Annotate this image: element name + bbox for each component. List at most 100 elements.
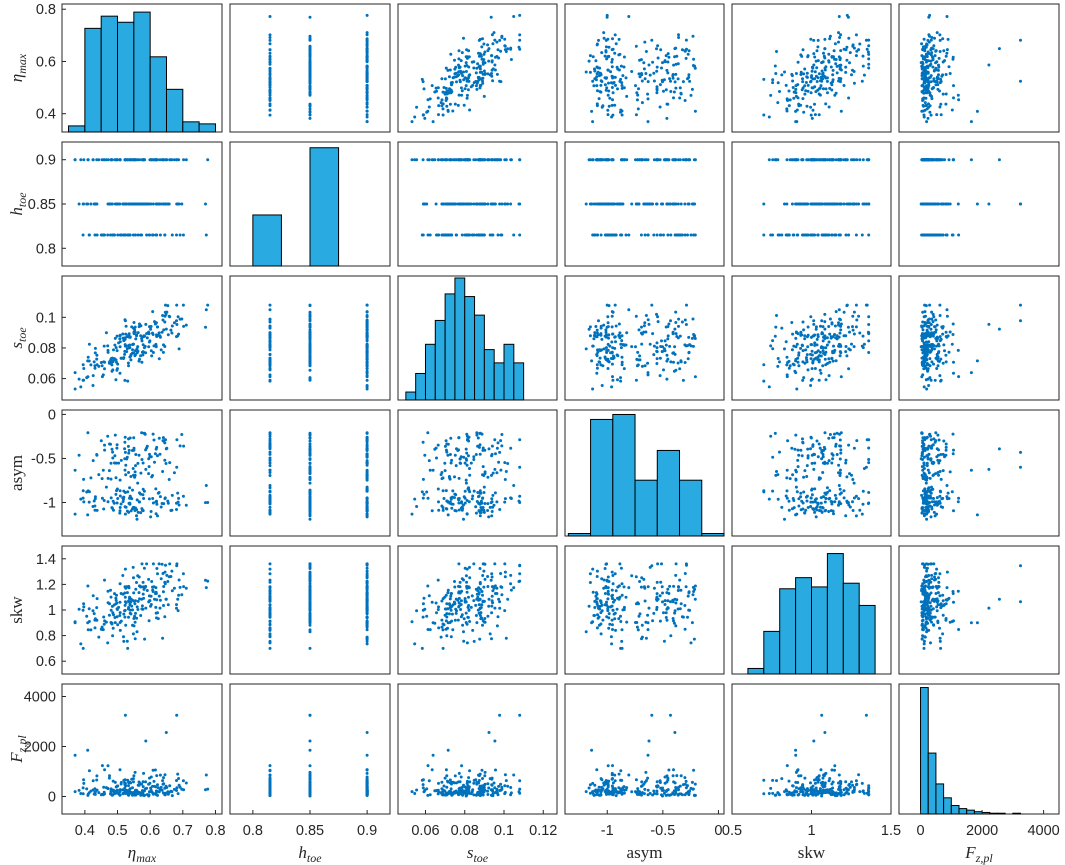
scatter-point <box>460 500 464 504</box>
scatter-point <box>446 453 450 457</box>
scatter-point <box>819 371 823 375</box>
scatter-point <box>158 334 162 338</box>
scatter-point <box>662 89 665 93</box>
scatter-point <box>126 233 130 237</box>
scatter-point <box>365 101 369 105</box>
scatter-point <box>170 331 174 335</box>
scatter-point <box>858 42 862 46</box>
scatter-point <box>824 508 828 512</box>
scatter-point <box>620 355 624 359</box>
scatter-point <box>487 447 491 451</box>
scatter-point <box>365 59 369 63</box>
scatter-point <box>614 233 617 237</box>
scatter-point <box>867 351 871 354</box>
scatter-point <box>73 387 77 391</box>
scatter-point <box>175 233 178 237</box>
cell-frame <box>397 409 558 537</box>
scatter-point <box>613 303 617 307</box>
scatter-point <box>927 321 931 325</box>
scatter-point <box>128 343 132 347</box>
scatter-point <box>607 333 611 337</box>
scatter-point <box>365 84 369 88</box>
scatter-point <box>938 158 942 162</box>
scatter-point <box>627 308 631 312</box>
scatter-point <box>430 509 434 513</box>
scatter-point <box>468 158 472 162</box>
scatter-point <box>140 360 144 364</box>
scatter-point <box>684 38 688 42</box>
scatter-point <box>451 109 455 113</box>
scatter-point <box>674 310 678 314</box>
scatter-point <box>308 91 312 95</box>
cell-asym-vs-asym <box>564 409 725 537</box>
scatter-point <box>465 463 469 467</box>
scatter-point <box>618 52 622 56</box>
scatter-point <box>820 331 824 335</box>
scatter-point <box>610 86 614 89</box>
scatter-point <box>610 325 614 329</box>
scatter-point <box>268 60 272 64</box>
scatter-point <box>927 384 931 387</box>
scatter-point <box>854 514 858 518</box>
scatter-point <box>365 43 369 47</box>
scatter-point <box>862 467 866 470</box>
scatter-point <box>948 470 952 474</box>
scatter-point <box>928 93 932 97</box>
scatter-point <box>268 38 272 42</box>
scatter-point <box>268 452 272 456</box>
scatter-point <box>969 120 973 124</box>
scatter-point <box>803 92 807 96</box>
scatter-point <box>795 512 799 516</box>
scatter-point <box>663 349 667 353</box>
scatter-point <box>481 465 485 469</box>
scatter-point <box>806 368 810 372</box>
scatter-point <box>437 113 440 117</box>
scatter-point <box>93 351 97 355</box>
scatter-point <box>504 470 508 473</box>
scatter-point <box>929 80 933 84</box>
scatter-point <box>448 102 452 106</box>
scatter-point <box>157 202 161 206</box>
scatter-point <box>839 375 843 379</box>
cell-eta-vs-h <box>229 3 391 133</box>
scatter-point <box>821 339 825 343</box>
scatter-point <box>850 158 853 162</box>
hist-bar-s-6 <box>464 296 476 401</box>
scatter-point <box>611 378 615 382</box>
scatter-point <box>938 38 942 42</box>
scatter-point <box>308 332 312 336</box>
scatter-point <box>809 91 813 95</box>
scatter-point <box>771 489 775 493</box>
scatter-point <box>920 60 924 64</box>
scatter-point <box>175 465 179 469</box>
scatter-point <box>124 473 128 477</box>
y-tick-label-eta-1: 0.6 <box>36 54 56 70</box>
scatter-point <box>594 325 598 328</box>
scatter-point <box>86 355 90 359</box>
scatter-point <box>652 71 656 75</box>
scatter-point <box>472 60 476 64</box>
cell-asym-vs-h <box>229 409 391 537</box>
scatter-point <box>86 513 90 517</box>
scatter-point <box>132 158 135 162</box>
scatter-point <box>923 303 927 307</box>
scatter-point <box>950 342 954 346</box>
scatter-point <box>308 504 312 508</box>
scatter-point <box>606 113 610 117</box>
scatter-point <box>124 623 128 627</box>
scatter-point <box>165 446 169 450</box>
scatter-point <box>683 361 687 364</box>
scatter-point <box>182 585 186 589</box>
scatter-point <box>769 233 773 237</box>
scatter-point <box>169 575 173 578</box>
scatter-point <box>93 618 97 622</box>
scatter-point <box>816 45 820 49</box>
scatter-point <box>592 84 596 88</box>
scatter-point <box>118 628 122 632</box>
scatter-point <box>800 54 804 58</box>
scatter-point <box>113 433 117 437</box>
scatter-point <box>951 452 955 456</box>
scatter-point <box>824 87 828 91</box>
scatter-point <box>444 99 448 102</box>
scatter-point <box>365 387 369 391</box>
